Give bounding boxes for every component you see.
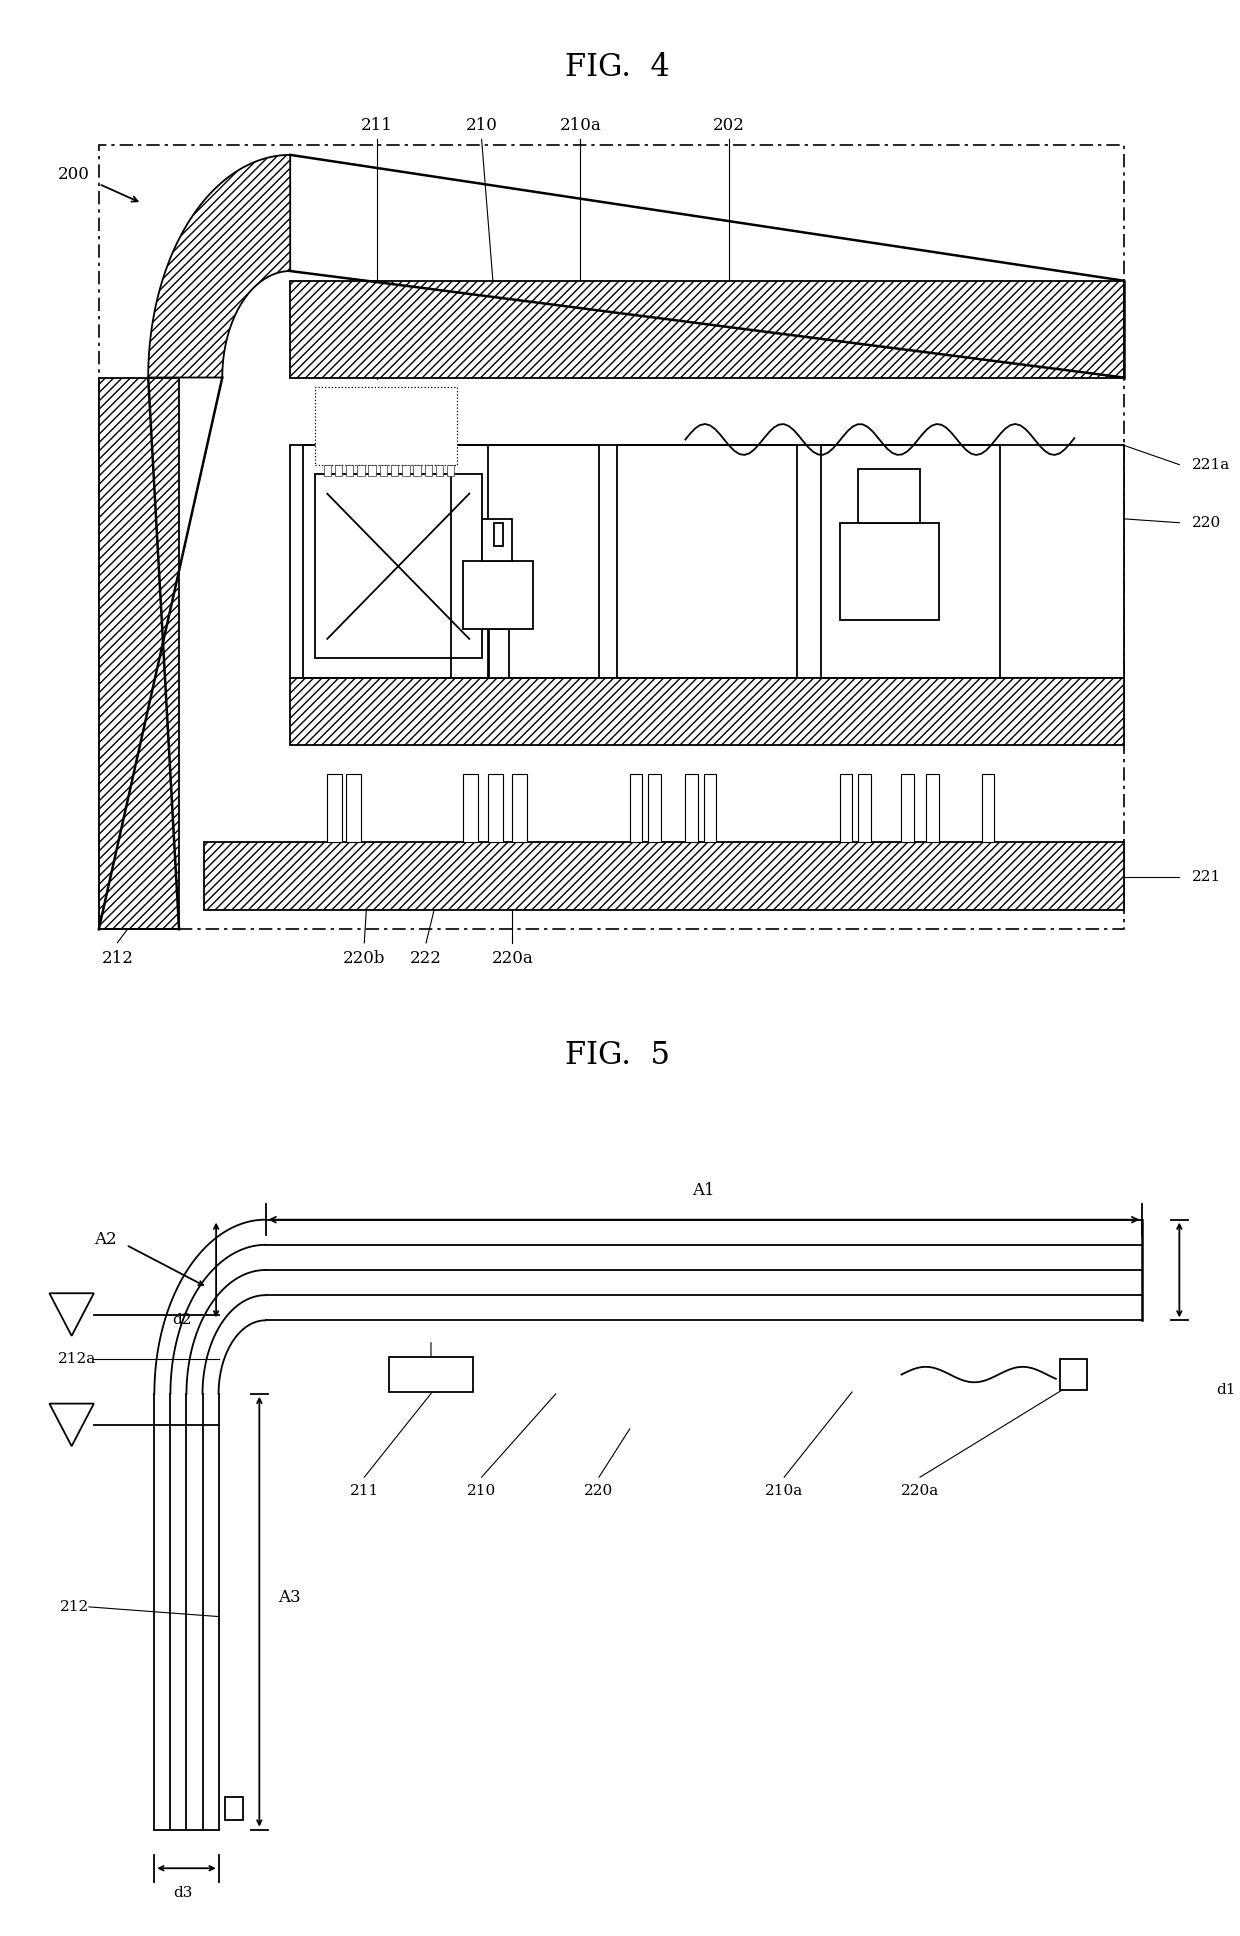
Bar — [368, 465, 376, 476]
Text: 210: 210 — [466, 118, 497, 134]
Text: 200: 200 — [58, 166, 91, 182]
Text: 212a: 212a — [57, 1351, 95, 1367]
Bar — [686, 774, 698, 842]
Bar — [391, 465, 398, 476]
Text: A1: A1 — [693, 1183, 715, 1198]
Bar — [448, 465, 454, 476]
Text: 220b: 220b — [343, 951, 386, 966]
Text: 221: 221 — [1192, 869, 1221, 885]
Bar — [424, 465, 432, 476]
Bar — [649, 774, 661, 842]
Text: 222: 222 — [410, 951, 441, 966]
Bar — [926, 774, 939, 842]
Text: 210a: 210a — [559, 118, 601, 134]
Bar — [512, 774, 527, 842]
Text: 220a: 220a — [491, 951, 533, 966]
Bar — [489, 629, 508, 678]
Text: 210: 210 — [467, 1483, 496, 1498]
Text: 220a: 220a — [901, 1483, 939, 1498]
Text: A3: A3 — [278, 1589, 300, 1605]
Bar — [290, 281, 1123, 378]
Text: 212: 212 — [60, 1599, 89, 1615]
Bar — [901, 774, 914, 842]
Bar — [839, 523, 939, 620]
Text: 210a: 210a — [765, 1483, 804, 1498]
Bar — [630, 774, 642, 842]
Bar — [858, 774, 870, 842]
Text: 220: 220 — [584, 1483, 614, 1498]
Bar — [379, 465, 387, 476]
Bar — [481, 519, 512, 561]
Bar — [315, 474, 481, 658]
Bar — [357, 465, 365, 476]
Bar — [315, 387, 456, 465]
Bar — [327, 774, 342, 842]
Text: FIG.  5: FIG. 5 — [565, 1040, 670, 1071]
Text: 220: 220 — [1192, 515, 1221, 530]
Bar — [303, 445, 487, 678]
Text: d3: d3 — [174, 1886, 192, 1901]
Text: d2: d2 — [172, 1313, 191, 1328]
Bar — [435, 465, 443, 476]
Bar — [839, 774, 852, 842]
Bar — [704, 774, 717, 842]
Bar — [324, 465, 331, 476]
Text: 202: 202 — [713, 118, 744, 134]
Bar — [451, 445, 599, 678]
Bar — [346, 774, 361, 842]
Text: 221a: 221a — [1192, 457, 1230, 472]
Bar — [858, 469, 920, 523]
Bar — [487, 774, 502, 842]
Bar — [402, 465, 409, 476]
Polygon shape — [50, 1404, 94, 1446]
Text: A2: A2 — [94, 1231, 117, 1247]
Bar — [982, 774, 994, 842]
Bar — [1059, 1359, 1086, 1390]
Bar — [413, 465, 420, 476]
Bar — [494, 523, 502, 546]
Bar — [389, 1357, 472, 1392]
Bar — [821, 445, 1001, 678]
Text: 211: 211 — [350, 1483, 379, 1498]
Bar — [463, 774, 477, 842]
Bar — [335, 465, 342, 476]
Text: 212: 212 — [102, 951, 133, 966]
Bar — [290, 445, 1123, 678]
Bar — [290, 678, 1123, 745]
Bar — [99, 378, 179, 929]
Polygon shape — [50, 1293, 94, 1336]
Bar — [346, 465, 353, 476]
Bar — [618, 445, 796, 678]
Polygon shape — [149, 155, 290, 378]
Bar — [203, 842, 1123, 910]
Text: 211: 211 — [361, 118, 393, 134]
Bar — [99, 145, 1123, 929]
Text: FIG.  4: FIG. 4 — [565, 52, 670, 83]
Bar — [224, 1797, 243, 1820]
Text: d1: d1 — [1216, 1382, 1236, 1398]
Bar — [463, 561, 533, 629]
